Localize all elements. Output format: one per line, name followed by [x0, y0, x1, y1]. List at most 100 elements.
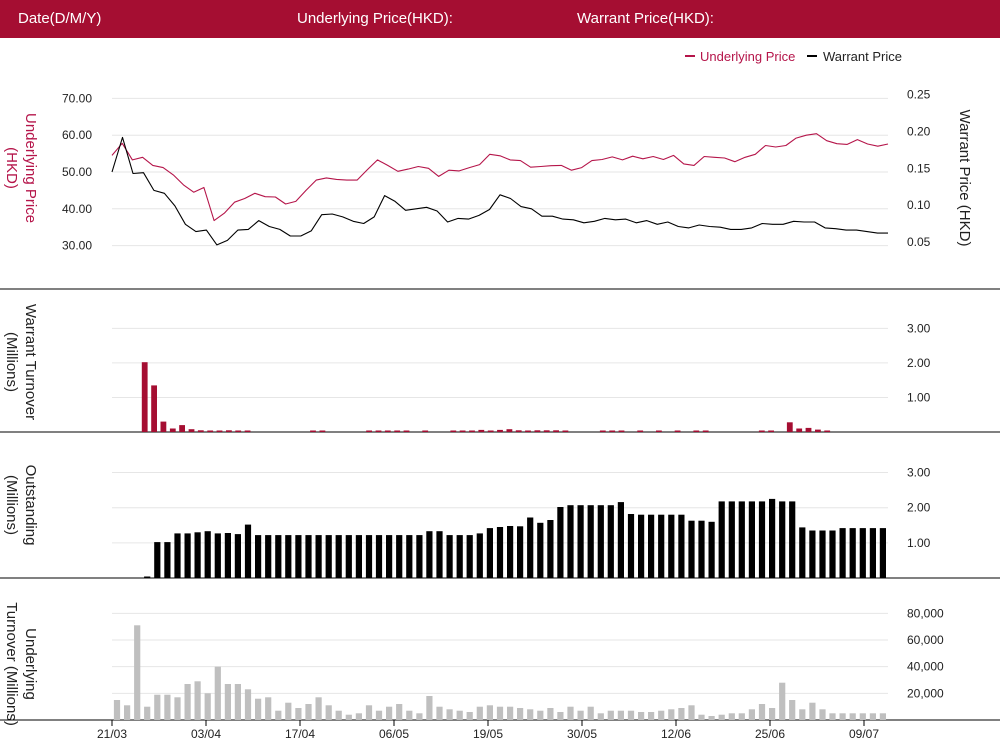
legend-underlying-label: Underlying Price — [700, 49, 795, 64]
underlying-turnover-bar — [809, 702, 816, 720]
outstanding-bar — [255, 535, 262, 578]
outstanding-bar — [325, 535, 332, 578]
outstanding-bar — [265, 535, 272, 578]
y-tick-right-0: 0.25 — [907, 88, 931, 102]
underlying-turnover-bar — [728, 713, 735, 720]
outstanding-bar — [617, 502, 624, 578]
outstanding-bar — [204, 531, 211, 578]
underlying-turnover-bar — [758, 704, 766, 720]
underlying-turnover-bar — [446, 709, 453, 720]
outstanding-bar — [315, 535, 322, 578]
underlying-turnover-bar — [658, 710, 665, 720]
outstanding-bar — [779, 501, 786, 578]
underlying-turnover-bar — [355, 713, 362, 720]
underlying-turnover-bar — [527, 709, 534, 720]
underlying-turnover-bar — [748, 709, 755, 720]
warrant-turnover-bar — [478, 429, 485, 432]
x-tick-label-4: 19/05 — [473, 727, 503, 741]
outstanding-bar — [345, 535, 352, 578]
underlying-turnover-bar — [184, 684, 191, 720]
outstanding-y-tick-1: 2.00 — [907, 501, 931, 515]
warrant-turnover-bar — [543, 430, 550, 432]
warrant-turnover-bar — [796, 428, 803, 432]
warrant-turnover-bar — [656, 430, 662, 432]
warrant-turnover-y-tick-1: 2.00 — [907, 356, 931, 370]
outstanding-bar — [648, 514, 655, 578]
underlying-turnover-bar — [265, 697, 272, 720]
outstanding-bar — [668, 514, 675, 578]
warrant-turnover-bar — [207, 430, 214, 432]
outstanding-bar — [486, 528, 493, 578]
warrant-turnover-bar — [618, 430, 625, 432]
warrant-turnover-bar — [244, 430, 251, 432]
underlying-turnover-bar — [164, 694, 171, 720]
underlying-turnover-bar — [335, 710, 342, 720]
x-tick-label-8: 09/07 — [849, 727, 879, 741]
outstanding-bar — [234, 534, 241, 578]
y-axis-label-underlying-price: Underlying Price(HKD) — [3, 113, 39, 223]
outstanding-bar — [597, 505, 604, 578]
outstanding-bar — [244, 524, 252, 578]
underlying-turnover-bar — [295, 708, 302, 720]
underlying-turnover-y-tick-1: 60,000 — [907, 633, 944, 647]
y-tick-right-1: 0.20 — [907, 125, 931, 139]
warrant-turnover-bar — [534, 430, 541, 432]
outstanding-y-tick-0: 3.00 — [907, 466, 931, 480]
underlying-turnover-bar — [648, 712, 655, 720]
underlying-turnover-bar — [113, 700, 121, 720]
underlying-turnover-bar — [668, 709, 675, 720]
outstanding-bar — [799, 527, 806, 578]
y-axis-label-outstanding: Outstanding(Millions) — [3, 465, 39, 546]
x-tick-label-7: 25/06 — [755, 727, 785, 741]
outstanding-bar — [849, 528, 856, 578]
underlying-turnover-bar — [375, 710, 383, 720]
underlying-turnover-bar — [849, 713, 856, 720]
underlying-turnover-bar — [557, 712, 564, 720]
outstanding-bar — [688, 520, 695, 578]
underlying-turnover-bar — [134, 625, 141, 720]
outstanding-bar — [355, 535, 362, 578]
warrant-turnover-bar — [515, 430, 522, 432]
warrant-turnover-bar — [599, 430, 606, 432]
underlying-turnover-bar — [315, 697, 322, 720]
underlying-turnover-bar — [224, 684, 231, 720]
underlying-turnover-bar — [779, 682, 786, 720]
y-tick-right-4: 0.05 — [907, 235, 931, 249]
warrant-price-line — [111, 136, 888, 246]
outstanding-bar — [839, 528, 846, 578]
warrant-turnover-bar — [637, 430, 644, 432]
warrant-turnover-bar — [197, 430, 204, 432]
x-tick-label-1: 03/04 — [191, 727, 221, 741]
warrant-turnover-bar — [160, 421, 167, 432]
outstanding-bar — [738, 501, 745, 578]
underlying-turnover-bar — [537, 710, 544, 720]
warrant-turnover-bar — [450, 430, 457, 432]
warrant-turnover-bar — [805, 427, 812, 432]
outstanding-bar — [859, 528, 866, 578]
underlying-turnover-bar — [799, 709, 806, 720]
y-tick-left-3: 40.00 — [62, 202, 92, 216]
underlying-turnover-bar — [244, 689, 252, 720]
underlying-turnover-bar — [567, 706, 574, 720]
underlying-turnover-bar — [678, 708, 685, 720]
warrant-turnover-bar — [226, 430, 232, 432]
outstanding-bar — [517, 526, 524, 578]
outstanding-bar — [708, 521, 715, 578]
y-axis-label-underlying-turnover: UnderlyingTurnover (Millions) — [3, 602, 39, 726]
warrant-turnover-bar — [497, 429, 503, 432]
outstanding-bar — [718, 501, 725, 578]
outstanding-bar — [748, 501, 755, 578]
outstanding-bar — [638, 514, 645, 578]
outstanding-bar — [537, 522, 544, 578]
underlying-turnover-bar — [426, 696, 433, 720]
warrant-turnover-bar — [702, 430, 709, 432]
y-tick-left-2: 50.00 — [62, 165, 92, 179]
outstanding-bar — [557, 507, 564, 578]
chart-area: Underlying Price Warrant Price Underlyin… — [0, 49, 1000, 741]
outstanding-bar — [567, 505, 574, 578]
outstanding-bar — [466, 535, 473, 578]
underlying-turnover-bar — [416, 713, 423, 720]
underlying-turnover-bar — [517, 708, 524, 720]
x-tick-label-0: 21/03 — [97, 727, 127, 741]
underlying-turnover-bar — [789, 700, 796, 720]
